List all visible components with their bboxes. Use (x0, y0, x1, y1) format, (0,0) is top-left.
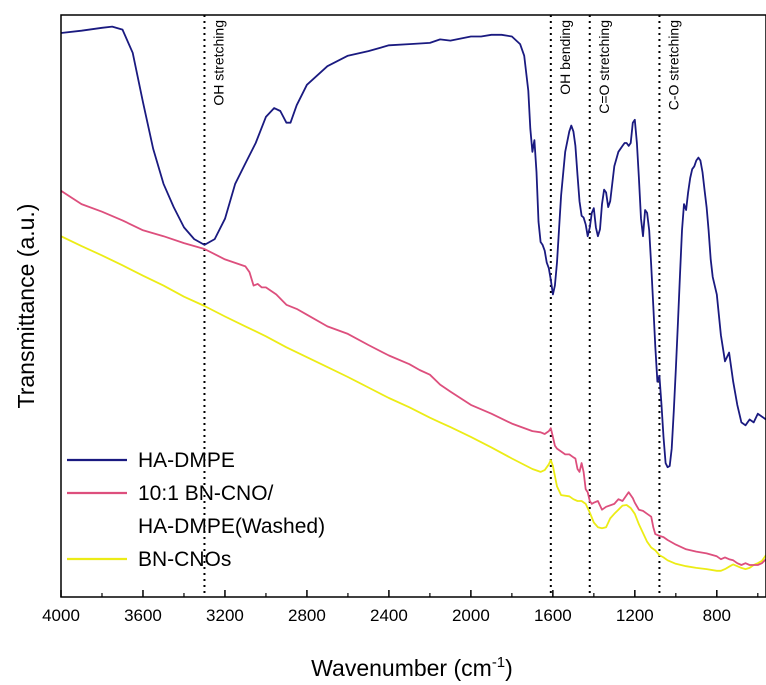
x-axis-title-close: ) (505, 655, 513, 681)
plot-frame (60, 14, 766, 598)
annotation-label: OH bending (557, 20, 573, 95)
legend-label: 10:1 BN-CNO/ (138, 482, 274, 505)
annotation-layer: OH stretching OH bending C=O stretching C-O… (203, 15, 681, 597)
x-tick-label: 1600 (534, 606, 572, 625)
x-tick-label: 3600 (124, 606, 162, 625)
annotation-label: C-O stretching (665, 20, 681, 110)
x-tick-label: 1200 (616, 606, 654, 625)
x-tick-label: 3200 (206, 606, 244, 625)
y-axis-title: Transmittance (a.u.) (13, 204, 39, 409)
series-layer (61, 25, 766, 572)
annotation-label: C=O stretching (596, 20, 612, 114)
legend-label: HA-DMPE(Washed) (138, 515, 325, 538)
legend-label: BN-CNOs (138, 548, 231, 571)
x-axis-title-main: Wavenumber (cm (311, 655, 492, 681)
series-line-ha-dmpe (61, 25, 766, 469)
annotation-label: OH stretching (210, 20, 226, 106)
x-tick-label: 2800 (288, 606, 326, 625)
x-axis-title: Wavenumber (cm-1) (311, 654, 513, 681)
x-axis-title-superscript: -1 (492, 654, 505, 671)
x-tick-label: 2400 (370, 606, 408, 625)
legend-label: HA-DMPE (138, 449, 235, 472)
x-tick-layer: 4000 3600 3200 2800 2400 2000 1600 1200 800 (42, 590, 759, 625)
legend: HA-DMPE 10:1 BN-CNO/HA-DMPE(Washed) BN-CNO… (67, 449, 325, 571)
series-line-bn-cnos (61, 235, 766, 572)
x-tick-label: 2000 (452, 606, 490, 625)
x-tick-label: 800 (703, 606, 731, 625)
series-line-bn-cno-ha-dmpe-washed (61, 190, 766, 566)
x-tick-label: 4000 (42, 606, 80, 625)
